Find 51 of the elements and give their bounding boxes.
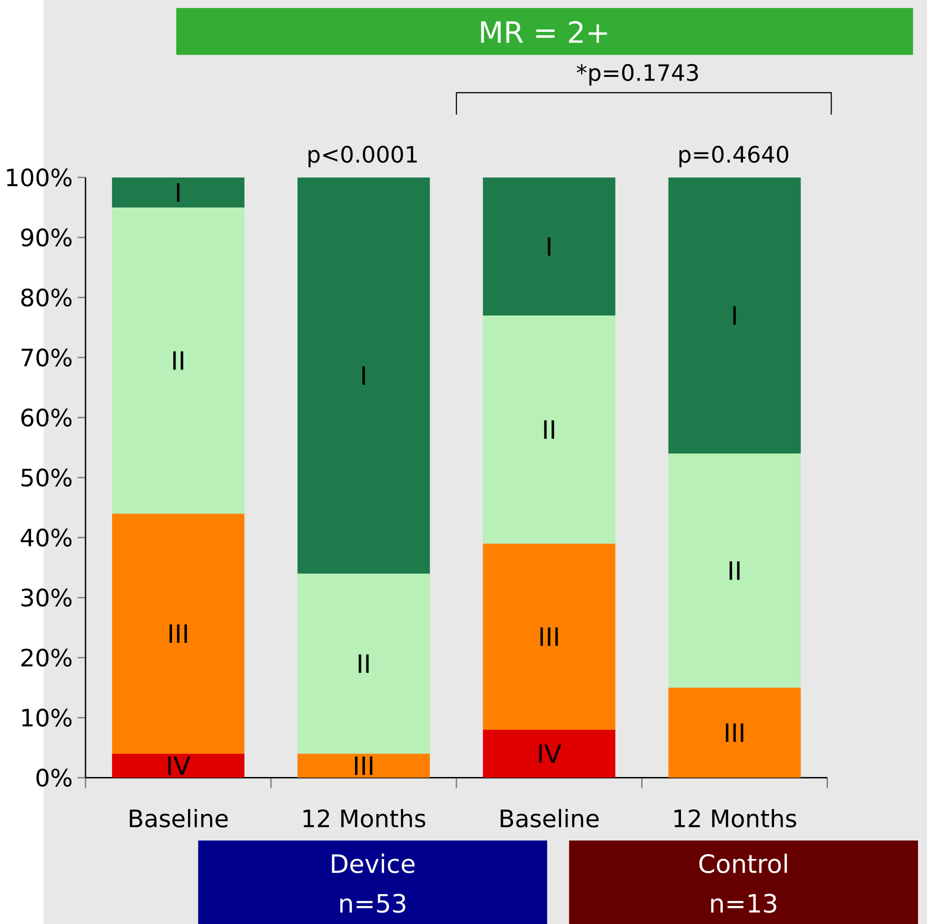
- x-tick-label: Baseline: [500, 808, 599, 828]
- y-tick-label: 80%: [21, 288, 72, 306]
- text: III: [170, 624, 187, 643]
- x-tick-label: Baseline: [130, 808, 228, 828]
- text: II: [730, 561, 740, 580]
- series-label: III: [354, 756, 372, 775]
- bar: [297, 573, 430, 754]
- text: *p=0.1743: [576, 64, 698, 86]
- text: n=53: [340, 894, 406, 913]
- series-label: I: [176, 183, 180, 202]
- text: II: [173, 351, 184, 370]
- bar: [112, 177, 244, 208]
- bar: [297, 177, 430, 574]
- series-label: IV: [168, 756, 190, 775]
- y-tick-label: 90%: [21, 228, 72, 246]
- y-tick-label: 50%: [22, 468, 72, 486]
- bar: [668, 453, 801, 688]
- y-tick-label: 30%: [21, 588, 72, 607]
- bar: [482, 315, 616, 544]
- y-tick-label: 40%: [20, 528, 72, 547]
- bar: [668, 688, 801, 778]
- bar: [297, 754, 430, 778]
- bar: [112, 513, 244, 754]
- y-tick-label: 60%: [21, 408, 72, 426]
- y-tick-label: 10%: [22, 708, 72, 727]
- text: III: [540, 627, 558, 646]
- text: p=0.4640: [679, 146, 788, 168]
- bar: [482, 177, 616, 316]
- bar: [482, 543, 616, 730]
- series-label: II: [358, 654, 369, 673]
- text: I: [362, 366, 365, 385]
- bar: [482, 730, 616, 778]
- text: III: [726, 723, 744, 742]
- text: p<0.0001: [308, 146, 417, 168]
- text: I: [733, 306, 736, 325]
- x-tick-label: 12 Months: [304, 808, 426, 828]
- bar: [112, 207, 244, 514]
- chart-title: MR = 2+: [481, 20, 607, 43]
- y-tick-label: 0%: [36, 768, 72, 787]
- y-tick-label: 70%: [22, 348, 72, 366]
- text: IV: [539, 744, 562, 763]
- bar: [112, 754, 244, 778]
- y-tick-label: 20%: [21, 648, 72, 667]
- text: Device: [332, 854, 415, 874]
- text: n=13: [711, 894, 776, 913]
- y-tick-label: 100%: [7, 168, 72, 186]
- text: II: [544, 420, 554, 439]
- text: I: [548, 237, 550, 256]
- x-tick-label: 12 Months: [674, 808, 796, 828]
- text: Control: [699, 854, 787, 874]
- bar: [668, 177, 801, 454]
